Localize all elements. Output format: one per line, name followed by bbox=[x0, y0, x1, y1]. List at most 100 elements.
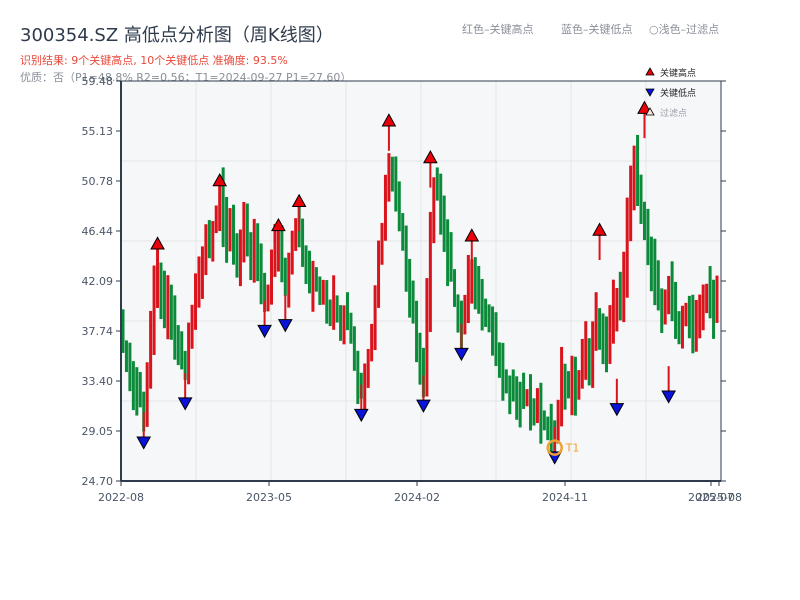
candle-up bbox=[287, 252, 291, 308]
candle-down bbox=[135, 367, 139, 416]
candle-down bbox=[532, 398, 536, 426]
candle-up bbox=[149, 310, 153, 389]
candle-down bbox=[411, 280, 415, 324]
key-high-marker bbox=[381, 113, 397, 127]
candle-down bbox=[601, 313, 605, 365]
candle-up bbox=[470, 259, 474, 304]
candle-down bbox=[712, 279, 716, 339]
candle-down bbox=[477, 265, 481, 314]
candle-up bbox=[214, 205, 218, 234]
key-high-marker bbox=[150, 236, 165, 250]
candle-up bbox=[684, 302, 688, 327]
key-low-marker bbox=[177, 397, 193, 411]
legend-label: 关键低点 bbox=[660, 87, 696, 99]
candle-up bbox=[290, 230, 294, 275]
x-tick-label: 2024-02 bbox=[394, 491, 440, 504]
candle-up bbox=[701, 284, 705, 331]
candle-down bbox=[708, 266, 712, 319]
candle-down bbox=[442, 195, 446, 252]
y-tick-label: 59.48 bbox=[82, 75, 114, 88]
candle-down bbox=[563, 363, 567, 410]
candle-up bbox=[591, 321, 595, 388]
candle-up bbox=[156, 246, 160, 308]
legend-note-light: ○浅色–过滤点 bbox=[649, 23, 720, 36]
key-low-marker bbox=[277, 319, 293, 333]
candle-up bbox=[197, 256, 201, 308]
candle-down bbox=[394, 156, 398, 212]
candle-up bbox=[667, 275, 671, 315]
axes: 59.48 55.13 50.78 46.44 42.09 37.74 33.40 29.05… bbox=[82, 75, 742, 504]
candle-down bbox=[456, 294, 460, 333]
candle-up bbox=[663, 289, 667, 325]
candle-down bbox=[518, 381, 522, 428]
candle-down bbox=[549, 403, 553, 456]
y-tick-label: 46.44 bbox=[82, 225, 114, 238]
candle-up bbox=[228, 208, 232, 252]
candle-down bbox=[508, 375, 512, 415]
candle-down bbox=[646, 208, 650, 266]
candle-down bbox=[598, 308, 602, 350]
candle-up bbox=[270, 249, 273, 305]
candle-up bbox=[377, 240, 381, 308]
t1-ring bbox=[546, 439, 563, 456]
candle-up bbox=[560, 346, 564, 427]
candle-up bbox=[694, 299, 698, 352]
candle-up bbox=[580, 338, 584, 389]
candle-up bbox=[194, 273, 198, 330]
candle-down bbox=[259, 243, 263, 305]
candle-down bbox=[221, 167, 225, 248]
candle-down bbox=[497, 342, 501, 378]
y-tick-label: 33.40 bbox=[82, 375, 114, 388]
x-tick-label: 2025-07 bbox=[688, 491, 734, 504]
candle-up bbox=[363, 363, 367, 413]
candle-down bbox=[301, 218, 305, 267]
legend-label: 关键高点 bbox=[660, 67, 696, 79]
candle-up bbox=[342, 305, 346, 345]
key-high-marker bbox=[637, 100, 652, 114]
candle-down bbox=[304, 245, 308, 285]
candle-down bbox=[352, 326, 356, 371]
y-tick-label: 37.74 bbox=[82, 325, 114, 338]
candle-up bbox=[432, 177, 436, 244]
candle-down bbox=[501, 342, 505, 401]
candle-down bbox=[245, 203, 249, 257]
candle-down bbox=[418, 332, 422, 385]
candle-down bbox=[539, 382, 543, 444]
y-tick-label: 42.09 bbox=[82, 275, 114, 288]
candle-up bbox=[584, 321, 588, 380]
candle-down bbox=[491, 306, 495, 356]
key-high-marker bbox=[291, 193, 307, 207]
legend-note-blue: 蓝色–关键低点 bbox=[561, 23, 633, 36]
candle-down bbox=[183, 350, 187, 381]
candle-down bbox=[307, 250, 311, 294]
candle-down bbox=[670, 261, 674, 322]
candle-up bbox=[622, 251, 626, 323]
candle-down bbox=[691, 294, 695, 354]
candle-down bbox=[169, 284, 173, 340]
candle-up bbox=[166, 275, 170, 340]
candle-down bbox=[138, 372, 142, 408]
candle-down bbox=[487, 304, 491, 333]
candle-up bbox=[321, 279, 325, 305]
candle-up bbox=[680, 305, 684, 349]
candle-down bbox=[453, 269, 457, 307]
candle-down bbox=[280, 225, 284, 283]
key-point-markers: T1 bbox=[136, 100, 677, 465]
candle-down bbox=[318, 276, 322, 305]
candle-down bbox=[401, 213, 405, 251]
candle-up bbox=[463, 294, 467, 335]
candle-down bbox=[349, 312, 353, 344]
candle-up bbox=[629, 165, 633, 242]
candle-up bbox=[294, 218, 298, 251]
key-high-marker bbox=[212, 173, 228, 187]
candle-down bbox=[328, 299, 332, 327]
candle-down bbox=[542, 410, 546, 431]
candle-down bbox=[131, 361, 135, 411]
candle-up bbox=[252, 218, 256, 283]
candle-down bbox=[207, 220, 211, 259]
candle-up bbox=[187, 322, 191, 385]
candle-down bbox=[567, 371, 570, 399]
key-low-marker bbox=[257, 324, 272, 339]
